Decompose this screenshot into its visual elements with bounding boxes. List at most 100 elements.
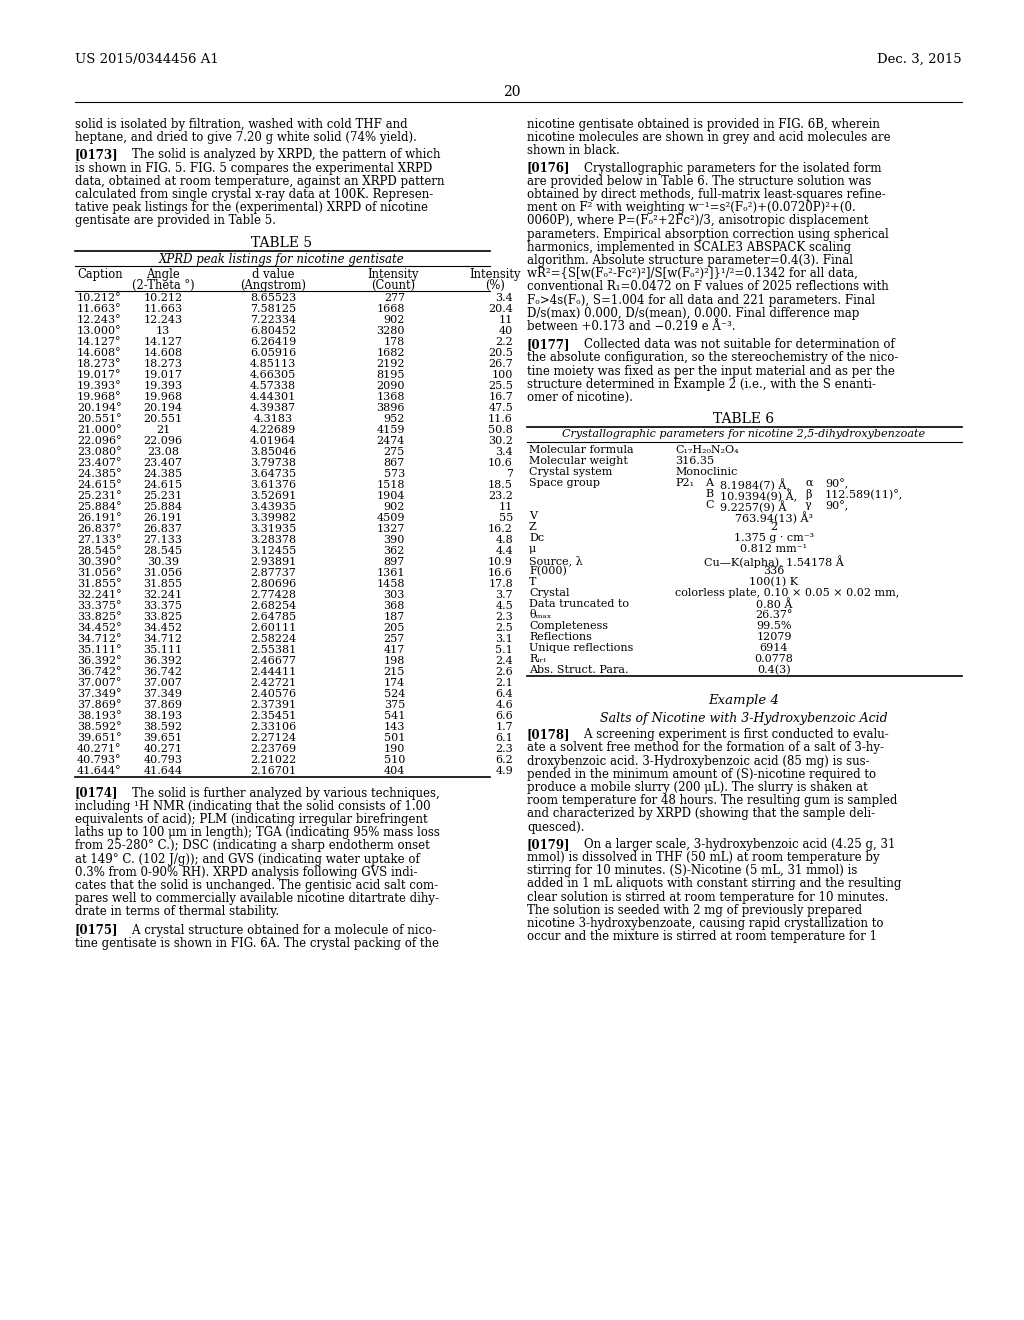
Text: α: α: [805, 478, 812, 488]
Text: 10.9394(9) Å,: 10.9394(9) Å,: [720, 490, 797, 502]
Text: 2.27124: 2.27124: [250, 733, 296, 743]
Text: tative peak listings for the (experimental) XRPD of nicotine: tative peak listings for the (experiment…: [75, 201, 428, 214]
Text: 6.4: 6.4: [496, 689, 513, 698]
Text: 2.6: 2.6: [496, 667, 513, 677]
Text: 35.111°: 35.111°: [77, 644, 122, 655]
Text: 4.8: 4.8: [496, 535, 513, 545]
Text: 2.21022: 2.21022: [250, 755, 296, 764]
Text: 2.23769: 2.23769: [250, 743, 296, 754]
Text: 34.452°: 34.452°: [77, 623, 122, 632]
Text: 20.551°: 20.551°: [77, 413, 122, 424]
Text: Molecular weight: Molecular weight: [529, 457, 628, 466]
Text: Angle: Angle: [146, 268, 180, 281]
Text: F(000): F(000): [529, 566, 567, 577]
Text: 4.57338: 4.57338: [250, 380, 296, 391]
Text: at 149° C. (102 J/g)); and GVS (indicating water uptake of: at 149° C. (102 J/g)); and GVS (indicati…: [75, 853, 420, 866]
Text: TABLE 5: TABLE 5: [252, 235, 312, 249]
Text: 32.241°: 32.241°: [77, 590, 122, 599]
Text: 3.7: 3.7: [496, 590, 513, 599]
Text: 3.52691: 3.52691: [250, 491, 296, 500]
Text: 1518: 1518: [377, 479, 406, 490]
Text: 20.5: 20.5: [488, 347, 513, 358]
Text: γ: γ: [805, 500, 812, 511]
Text: Unique reflections: Unique reflections: [529, 643, 634, 653]
Text: tine moiety was fixed as per the input material and as per the: tine moiety was fixed as per the input m…: [527, 364, 895, 378]
Text: 40.271°: 40.271°: [77, 743, 122, 754]
Text: 2: 2: [770, 523, 777, 532]
Text: 41.644: 41.644: [143, 766, 182, 776]
Text: 40: 40: [499, 326, 513, 335]
Text: wR²={S[w(Fₒ²-Fᴄ²)²]/S[w(Fₒ²)²]}¹/²=0.1342 for all data,: wR²={S[w(Fₒ²-Fᴄ²)²]/S[w(Fₒ²)²]}¹/²=0.134…: [527, 267, 858, 280]
Text: 12079: 12079: [757, 632, 792, 643]
Text: 112.589(11)°,: 112.589(11)°,: [825, 490, 903, 500]
Text: 2.3: 2.3: [496, 611, 513, 622]
Text: 7.22334: 7.22334: [250, 314, 296, 325]
Text: 316.35: 316.35: [675, 457, 714, 466]
Text: 40.793: 40.793: [143, 755, 182, 764]
Text: (Angstrom): (Angstrom): [240, 279, 306, 292]
Text: calculated from single crystal x-ray data at 100K. Represen-: calculated from single crystal x-ray dat…: [75, 187, 433, 201]
Text: 12.243°: 12.243°: [77, 314, 122, 325]
Text: Collected data was not suitable for determination of: Collected data was not suitable for dete…: [569, 338, 895, 351]
Text: 2.87737: 2.87737: [250, 568, 296, 578]
Text: Salts of Nicotine with 3-Hydroxybenzoic Acid: Salts of Nicotine with 3-Hydroxybenzoic …: [600, 713, 888, 725]
Text: 336: 336: [763, 566, 784, 577]
Text: parameters. Empirical absorption correction using spherical: parameters. Empirical absorption correct…: [527, 227, 889, 240]
Text: 23.407: 23.407: [143, 458, 182, 467]
Text: 11: 11: [499, 314, 513, 325]
Text: 2.55381: 2.55381: [250, 644, 296, 655]
Text: 47.5: 47.5: [488, 403, 513, 413]
Text: 22.096: 22.096: [143, 436, 182, 446]
Text: 33.375°: 33.375°: [77, 601, 122, 611]
Text: TABLE 6: TABLE 6: [714, 412, 774, 426]
Text: Crystallographic parameters for the isolated form: Crystallographic parameters for the isol…: [569, 161, 882, 174]
Text: 33.825: 33.825: [143, 611, 182, 622]
Text: 0.3% from 0-90% RH). XRPD analysis following GVS indi-: 0.3% from 0-90% RH). XRPD analysis follo…: [75, 866, 418, 879]
Text: [0173]: [0173]: [75, 148, 119, 161]
Text: 3.85046: 3.85046: [250, 446, 296, 457]
Text: 90°,: 90°,: [825, 500, 848, 511]
Text: 36.742: 36.742: [143, 667, 182, 677]
Text: 2.58224: 2.58224: [250, 634, 296, 644]
Text: 19.968°: 19.968°: [77, 392, 122, 401]
Text: 11.663: 11.663: [143, 304, 182, 314]
Text: 4159: 4159: [377, 425, 406, 434]
Text: is shown in FIG. 5. FIG. 5 compares the experimental XRPD: is shown in FIG. 5. FIG. 5 compares the …: [75, 161, 432, 174]
Text: 21.000°: 21.000°: [77, 425, 122, 434]
Text: 28.545°: 28.545°: [77, 545, 122, 556]
Text: 10.6: 10.6: [488, 458, 513, 467]
Text: 37.349: 37.349: [143, 689, 182, 698]
Text: 867: 867: [384, 458, 406, 467]
Text: 19.393: 19.393: [143, 380, 182, 391]
Text: A: A: [705, 478, 713, 488]
Text: 55: 55: [499, 512, 513, 523]
Text: and characterized by XRPD (showing that the sample deli-: and characterized by XRPD (showing that …: [527, 808, 876, 821]
Text: 34.712°: 34.712°: [77, 634, 122, 644]
Text: 16.6: 16.6: [488, 568, 513, 578]
Text: 28.545: 28.545: [143, 545, 182, 556]
Text: 1904: 1904: [377, 491, 406, 500]
Text: 1368: 1368: [377, 392, 406, 401]
Text: 19.017: 19.017: [143, 370, 182, 380]
Text: 8195: 8195: [377, 370, 406, 380]
Text: 2.5: 2.5: [496, 623, 513, 632]
Text: Crystallographic parameters for nicotine 2,5-dihydroxybenzoate: Crystallographic parameters for nicotine…: [562, 429, 926, 440]
Text: stirring for 10 minutes. (S)-Nicotine (5 mL, 31 mmol) is: stirring for 10 minutes. (S)-Nicotine (5…: [527, 865, 857, 878]
Text: 10.212: 10.212: [143, 293, 182, 302]
Text: 375: 375: [384, 700, 406, 710]
Text: 25.231: 25.231: [143, 491, 182, 500]
Text: 902: 902: [384, 314, 406, 325]
Text: 174: 174: [384, 677, 406, 688]
Text: (2-Theta °): (2-Theta °): [132, 279, 195, 292]
Text: 1.375 g · cm⁻³: 1.375 g · cm⁻³: [734, 533, 814, 544]
Text: 3.12455: 3.12455: [250, 545, 296, 556]
Text: structure determined in Example 2 (i.e., with the S enanti-: structure determined in Example 2 (i.e.,…: [527, 378, 876, 391]
Text: 2.33106: 2.33106: [250, 722, 296, 731]
Text: omer of nicotine).: omer of nicotine).: [527, 391, 633, 404]
Text: 20.194°: 20.194°: [77, 403, 122, 413]
Text: Intensity: Intensity: [469, 268, 521, 281]
Text: 4.85113: 4.85113: [250, 359, 296, 368]
Text: produce a mobile slurry (200 μL). The slurry is shaken at: produce a mobile slurry (200 μL). The sl…: [527, 781, 867, 795]
Text: Z: Z: [529, 523, 537, 532]
Text: harmonics, implemented in SCALE3 ABSPACK scaling: harmonics, implemented in SCALE3 ABSPACK…: [527, 240, 851, 253]
